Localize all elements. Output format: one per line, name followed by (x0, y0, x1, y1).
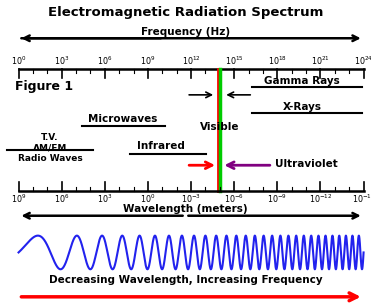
Text: $10^{3}$: $10^{3}$ (54, 55, 69, 67)
Text: $10^{-6}$: $10^{-6}$ (224, 193, 244, 205)
Text: $10^{0}$: $10^{0}$ (140, 193, 156, 205)
Text: Gamma Rays: Gamma Rays (265, 76, 340, 86)
Text: $10^{12}$: $10^{12}$ (182, 55, 200, 67)
Text: Visible: Visible (200, 122, 239, 132)
Text: $10^{-15}$: $10^{-15}$ (352, 193, 371, 205)
Text: Decreasing Wavelength, Increasing Frequency: Decreasing Wavelength, Increasing Freque… (49, 274, 322, 285)
Text: $10^{6}$: $10^{6}$ (54, 193, 69, 205)
Text: Frequency (Hz): Frequency (Hz) (141, 27, 230, 37)
Text: $10^{9}$: $10^{9}$ (140, 55, 156, 67)
Text: $10^{-9}$: $10^{-9}$ (267, 193, 288, 205)
Text: Infrared: Infrared (137, 141, 186, 151)
Text: Wavelength (meters): Wavelength (meters) (123, 204, 248, 214)
Text: Ultraviolet: Ultraviolet (275, 159, 337, 169)
Text: $10^{15}$: $10^{15}$ (225, 55, 244, 67)
Text: Electromagnetic Radiation Spectrum: Electromagnetic Radiation Spectrum (48, 6, 323, 19)
Text: $10^{21}$: $10^{21}$ (311, 55, 330, 67)
Text: $10^{3}$: $10^{3}$ (97, 193, 112, 205)
Text: $10^{18}$: $10^{18}$ (268, 55, 287, 67)
Text: T.V.
AM/FM
Radio Waves: T.V. AM/FM Radio Waves (18, 133, 82, 163)
Text: Microwaves: Microwaves (88, 114, 157, 124)
Text: $10^{0}$: $10^{0}$ (11, 55, 26, 67)
Text: $10^{9}$: $10^{9}$ (11, 193, 26, 205)
Text: $10^{-3}$: $10^{-3}$ (181, 193, 201, 205)
Text: Figure 1: Figure 1 (15, 80, 73, 92)
Text: $10^{6}$: $10^{6}$ (97, 55, 112, 67)
Text: $10^{-12}$: $10^{-12}$ (309, 193, 332, 205)
Text: X-Rays: X-Rays (283, 102, 322, 112)
Text: $10^{24}$: $10^{24}$ (354, 55, 371, 67)
